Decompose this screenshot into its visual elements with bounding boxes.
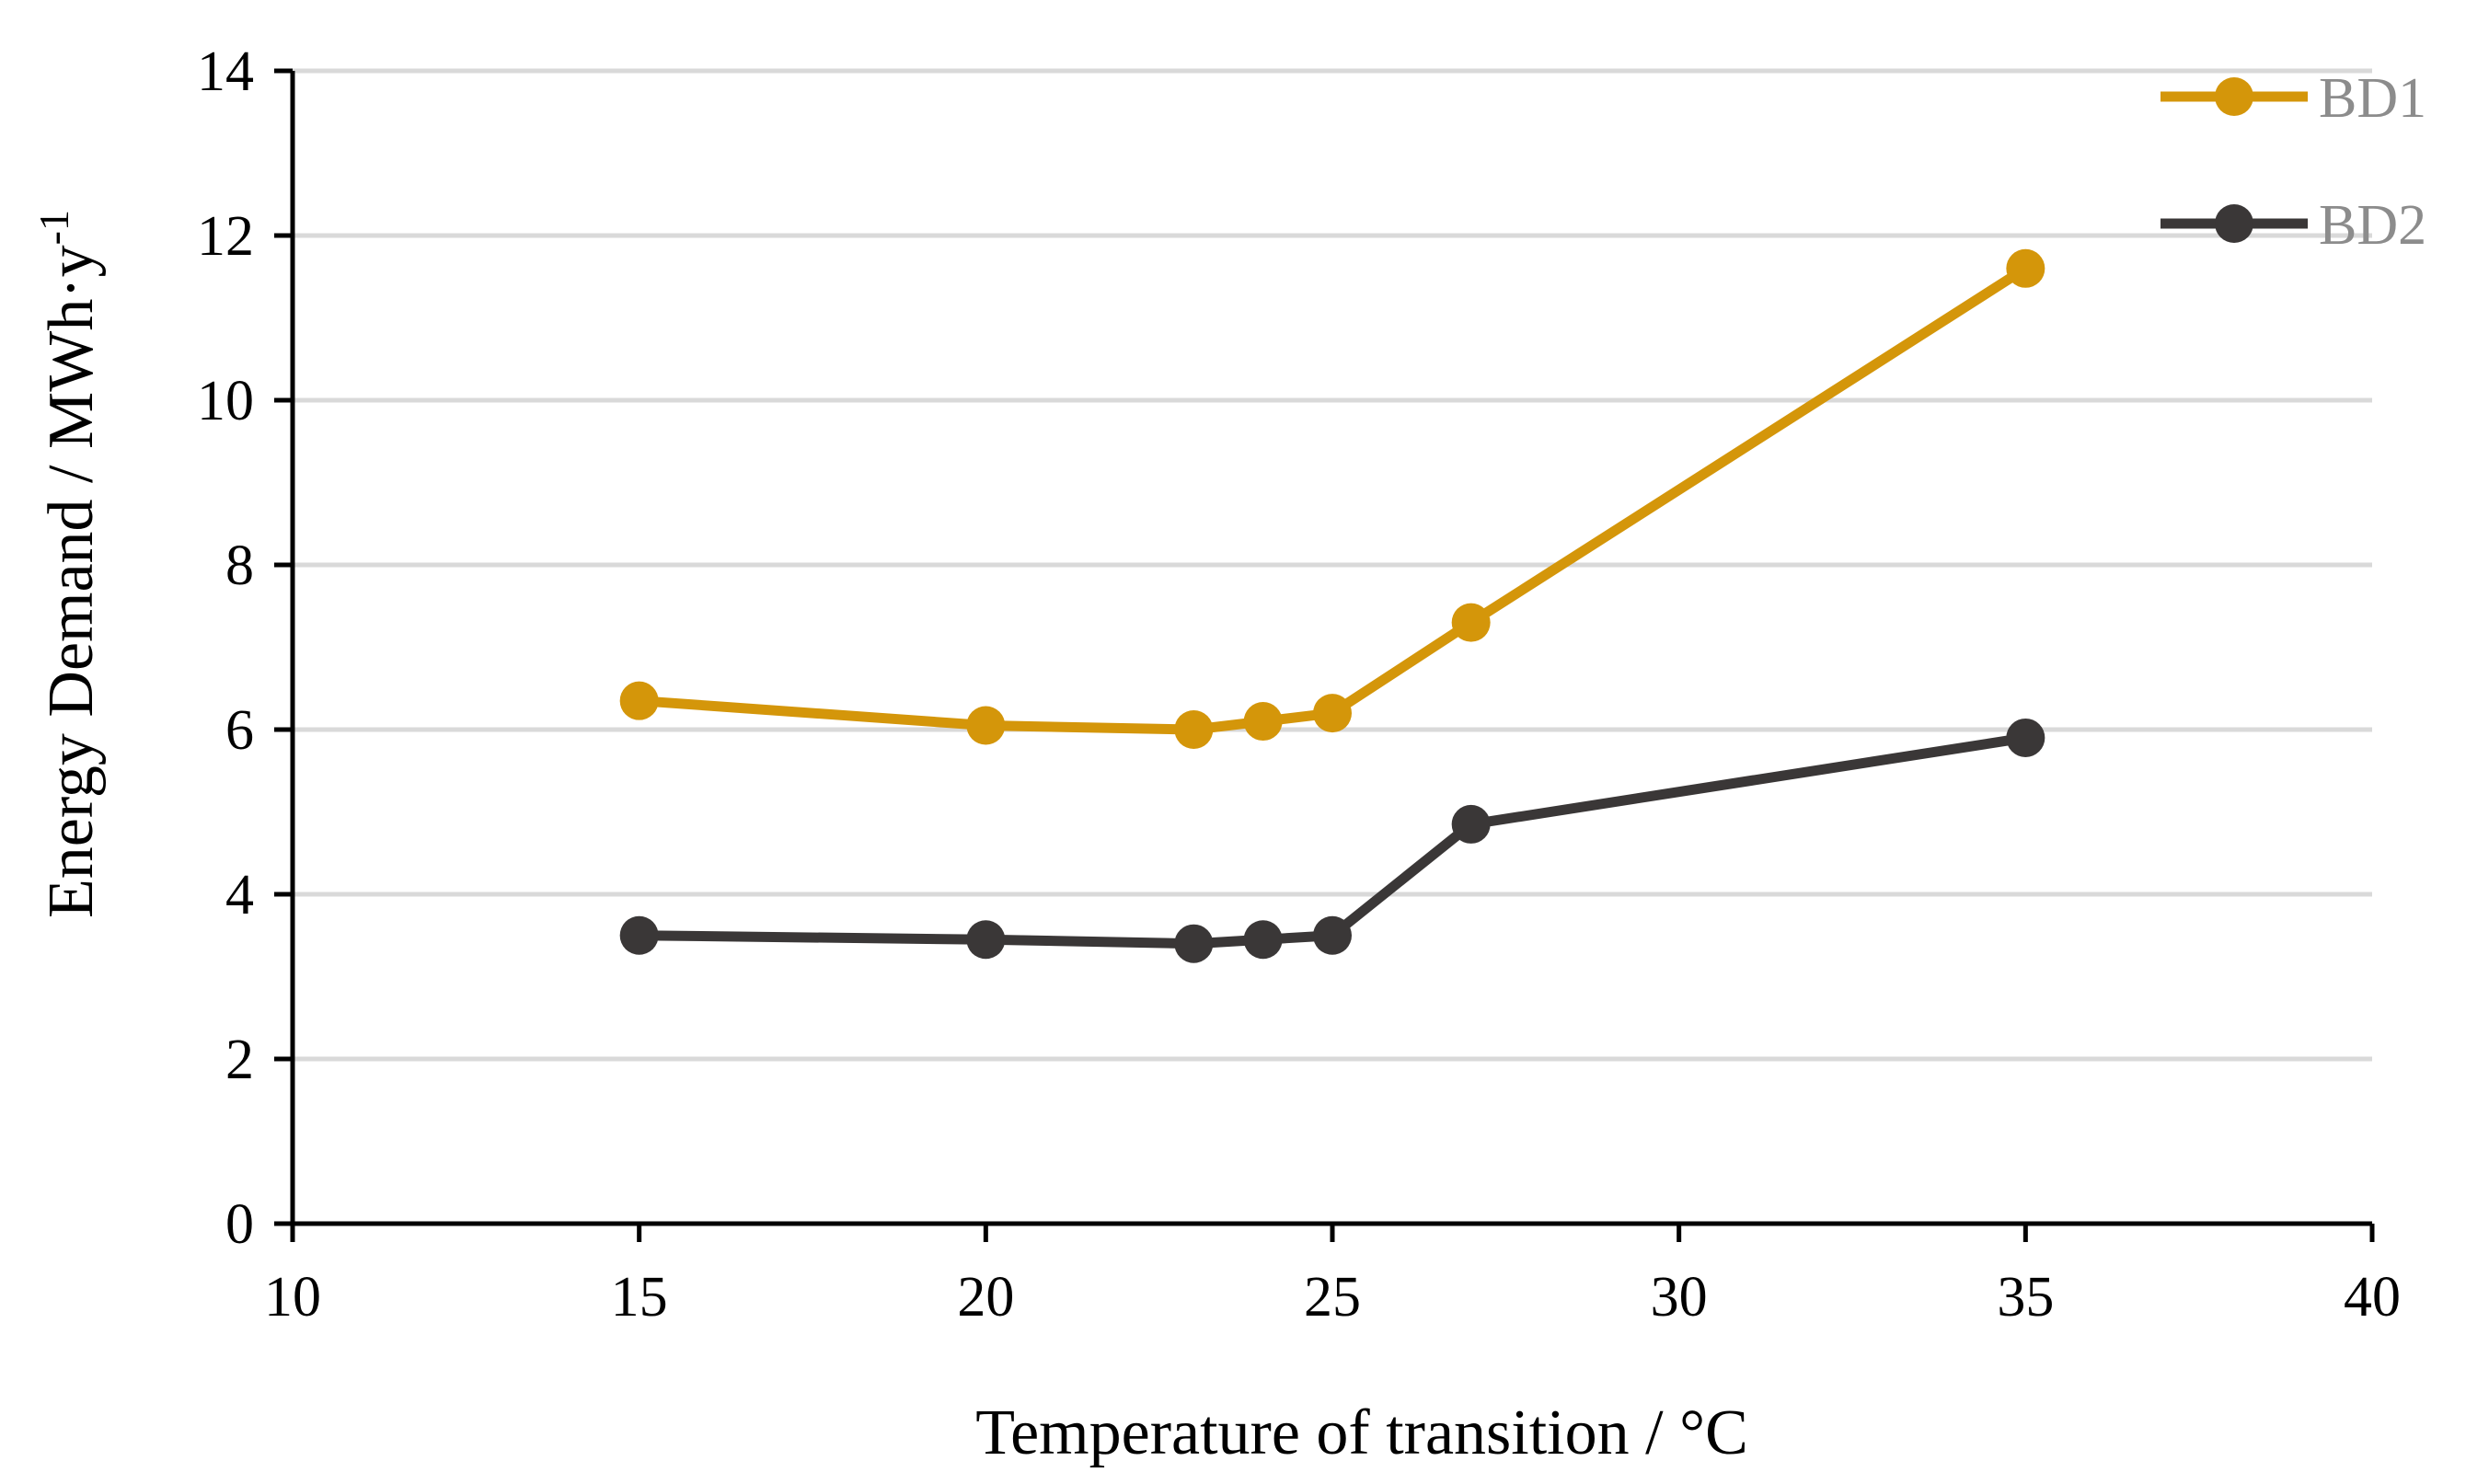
grid-lines [293,68,2372,1062]
series-line-bd1 [639,264,2029,735]
data-point-bd2-24 [1243,920,1283,960]
y-tick-label-0: 0 [225,1193,254,1256]
x-tick-label-25: 25 [1304,1266,1361,1329]
y-tick-label-12: 12 [197,205,254,268]
x-tick-label-10: 10 [264,1266,321,1329]
y-tick-label-2: 2 [225,1029,254,1091]
y-axis-title-main: Energy Demand / MWh·y [36,245,107,918]
legend-label-bd1: BD1 [2319,67,2426,130]
legend-item-bd2: BD2 [2161,194,2426,257]
y-tick-label-4: 4 [225,864,254,926]
data-point-bd2-35 [2006,718,2045,757]
legend: BD1 BD2 [2161,67,2426,257]
legend-swatch-marker-bd2 [2215,204,2253,243]
x-tick-label-35: 35 [1997,1266,2054,1329]
x-axis-title: Temperature of transition / °C [975,1398,1748,1468]
x-tick-label-20: 20 [957,1266,1014,1329]
data-point-bd2-23 [1174,924,1214,963]
y-tick-label-14: 14 [197,40,254,103]
x-tick-label-30: 30 [1651,1266,1708,1329]
data-point-bd2-27 [1451,804,1491,844]
x-tick-label-15: 15 [611,1266,668,1329]
series-bd1 [619,248,2045,749]
data-point-bd1-23 [1174,710,1214,749]
legend-label-bd2: BD2 [2319,194,2426,257]
data-point-bd2-15 [619,915,659,955]
series-bd2 [619,718,2045,963]
y-axis-title: Energy Demand / MWh·y-1 [30,210,107,918]
data-point-bd2-20 [966,920,1006,960]
data-point-bd1-15 [619,681,659,720]
data-point-bd1-27 [1451,603,1491,642]
tick-labels: 0 2 4 6 8 10 12 14 10 15 20 25 30 35 40 [197,40,2401,1329]
y-axis-title-exponent: -1 [30,210,77,245]
x-tick-label-40: 40 [2344,1266,2401,1329]
data-point-bd2-25 [1313,915,1352,955]
data-point-bd1-20 [966,706,1006,745]
legend-swatch-marker-bd1 [2215,77,2253,116]
y-tick-label-8: 8 [225,535,254,597]
data-point-bd1-35 [2006,248,2045,288]
axes [274,68,2375,1242]
legend-item-bd1: BD1 [2161,67,2426,130]
y-tick-label-10: 10 [197,370,254,432]
series [619,248,2045,963]
series-line-bd2 [639,732,2027,949]
data-point-bd1-24 [1243,702,1283,742]
data-point-bd1-25 [1313,694,1352,733]
y-tick-label-6: 6 [225,699,254,762]
